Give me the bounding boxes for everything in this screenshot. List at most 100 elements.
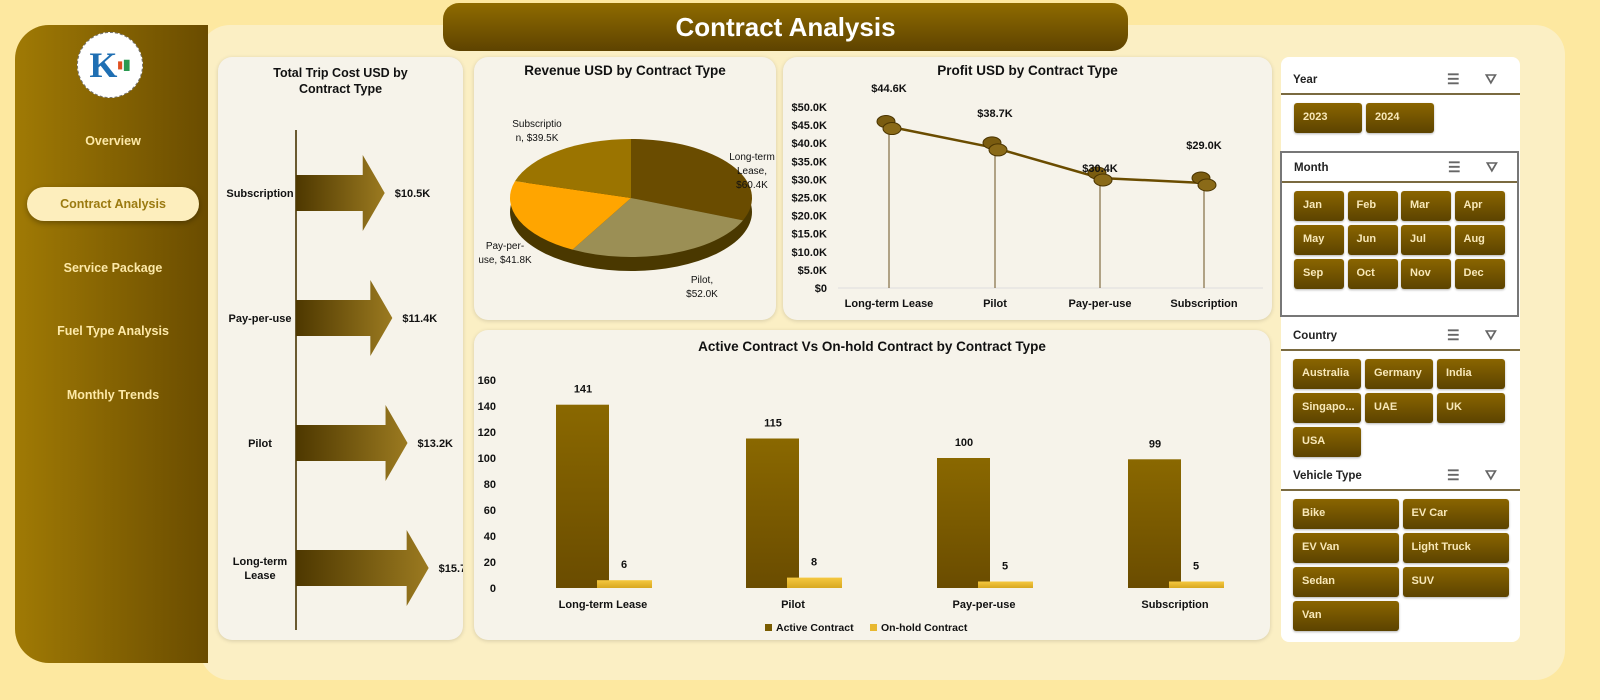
slicer-month: Month ☰ ⛛ Jan Feb Mar Apr May Jun Jul Aug Sep Oct Nov… [1280,151,1519,317]
slicer-button-jan[interactable]: Jan [1294,191,1344,221]
multi-select-icon[interactable]: ☰ [1448,159,1461,175]
nav-item-contract-analysis[interactable]: Contract Analysis [27,187,199,221]
slicer-button-aug[interactable]: Aug [1454,225,1505,255]
slicer-button-feb[interactable]: Feb [1347,191,1398,221]
slicer-button-sep[interactable]: Sep [1294,259,1344,289]
slicer-country: Country ☰ ⛛ Australia Germany India Singapo...… [1281,321,1520,461]
data-label: $44.6K [871,83,907,95]
multi-select-icon[interactable]: ☰ [1447,327,1460,343]
logo: K ▮ ▮ [77,32,143,98]
slicer-button-ev-car[interactable]: EV Car [1402,499,1509,529]
slicer-header: Month ☰ ⛛ [1282,153,1517,183]
slicer-button-oct[interactable]: Oct [1347,259,1398,289]
slicer-button-uae[interactable]: UAE [1365,393,1433,423]
arrow-bar-1 [296,280,393,356]
slicer-button-suv[interactable]: SUV [1402,567,1509,597]
slicer-button-dec[interactable]: Dec [1454,259,1505,289]
y-tick-label: $40.0K [792,138,828,150]
pie-label-line: Subscriptio [512,119,562,130]
category-label: Subscription [226,188,294,200]
clear-filter-icon[interactable]: ⛛ [1486,159,1498,175]
slicer-button-van[interactable]: Van [1293,601,1399,631]
nav-item-monthly-trends[interactable]: Monthly Trends [66,388,160,402]
slicer-button-2024[interactable]: 2024 [1366,103,1434,133]
slicer-year: Year ☰ ⛛ 2023 2024 [1281,65,1520,205]
y-tick-label: 80 [484,479,496,491]
y-tick-label: 40 [484,531,496,543]
pie-slice-1 [572,198,743,257]
x-tick-label: Pilot [781,599,805,611]
coin-marker-2 [1087,166,1113,187]
pie-label-line: Lease, [737,166,767,177]
clear-filter-icon[interactable]: ⛛ [1485,467,1497,483]
slicer-header: Country ☰ ⛛ [1281,321,1520,351]
slicer-button-jun[interactable]: Jun [1347,225,1398,255]
clear-filter-icon[interactable]: ⛛ [1485,71,1497,87]
category-label: Long-term [233,556,288,568]
data-label: 115 [764,418,782,430]
slicer-vehicle-type: Vehicle Type ☰ ⛛ Bike EV Car EV Van Light Truc… [1281,461,1520,631]
pie-slice-3 [515,139,631,198]
data-label: 6 [621,559,627,571]
pie-label-line: $52.0K [686,289,718,300]
pie-label-line: Pay-per- [486,241,524,252]
nav-item-overview[interactable]: Overview [85,134,141,148]
data-label: $29.0K [1186,140,1222,152]
legend-swatch-active [765,624,772,631]
data-label: 5 [1193,561,1199,573]
data-label: $30.4K [1082,163,1118,175]
slicer-button-australia[interactable]: Australia [1293,359,1361,389]
slicer-button-mar[interactable]: Mar [1401,191,1451,221]
profit-card: Profit USD by Contract Type $0 $5.0K $10.0… [783,57,1272,320]
slicer-button-2023[interactable]: 2023 [1294,103,1362,133]
slicer-button-jul[interactable]: Jul [1401,225,1451,255]
legend-label: On-hold Contract [881,622,968,634]
trip-cost-card: Total Trip Cost USD by Contract Type Sub… [218,57,463,640]
pie-label-line: Pilot, [691,275,713,286]
profit-line [888,125,1205,185]
slicer-panel: Year ☰ ⛛ 2023 2024 Month ☰ ⛛ Jan Feb Mar Apr May Jun J… [1280,57,1520,642]
contracts-card: Active Contract Vs On-hold Contract by C… [474,330,1270,640]
pie-label-line: use, $41.8K [478,255,532,266]
y-tick-label: $25.0K [792,193,828,205]
data-label: 99 [1149,438,1161,450]
onhold-bar [787,577,842,588]
slicer-button-usa[interactable]: USA [1293,427,1361,457]
clear-filter-icon[interactable]: ⛛ [1485,327,1497,343]
multi-select-icon[interactable]: ☰ [1447,467,1460,483]
active-bar [937,458,990,588]
slicer-button-uk[interactable]: UK [1437,393,1505,423]
coin [1093,173,1113,187]
y-tick-label: $20.0K [792,211,828,223]
x-tick-label: Long-term Lease [845,298,934,310]
slicer-header: Vehicle Type ☰ ⛛ [1281,461,1520,491]
value-label: $13.2K [418,438,454,450]
slicer-button-apr[interactable]: Apr [1454,191,1505,221]
slicer-button-may[interactable]: May [1294,225,1344,255]
chart-title: Total Trip Cost USD by Contract Type [273,66,408,96]
slicer-button-germany[interactable]: Germany [1365,359,1433,389]
nav-item-fuel-type-analysis[interactable]: Fuel Type Analysis [57,324,169,338]
slicer-button-singapo-[interactable]: Singapo... [1293,393,1361,423]
slicer-button-india[interactable]: India [1437,359,1505,389]
category-label: Pilot [248,438,272,450]
slicer-button-nov[interactable]: Nov [1401,259,1451,289]
y-tick-label: 0 [490,583,496,595]
slicer-button-bike[interactable]: Bike [1293,499,1399,529]
slicer-button-sedan[interactable]: Sedan [1293,567,1399,597]
pie-label-1: Pilot, $52.0K [686,275,718,300]
data-label: 141 [574,384,592,396]
coin-marker-3 [1191,171,1217,192]
nav-item-service-package[interactable]: Service Package [63,261,163,275]
sidebar: K ▮ ▮ Overview Contract Analysis Service Pac… [15,25,208,663]
slicer-title: Year [1293,74,1318,86]
multi-select-icon[interactable]: ☰ [1447,71,1460,87]
y-tick-label: 20 [484,557,496,569]
y-tick-label: 100 [478,453,496,465]
slicer-button-light-truck[interactable]: Light Truck [1402,533,1509,563]
value-label: $10.5K [395,188,431,200]
slicer-button-ev-van[interactable]: EV Van [1293,533,1399,563]
coin-marker-0 [876,115,902,136]
y-tick-label: $10.0K [792,247,828,259]
pie-label-2: Pay-per-use, $41.8K [478,241,532,266]
